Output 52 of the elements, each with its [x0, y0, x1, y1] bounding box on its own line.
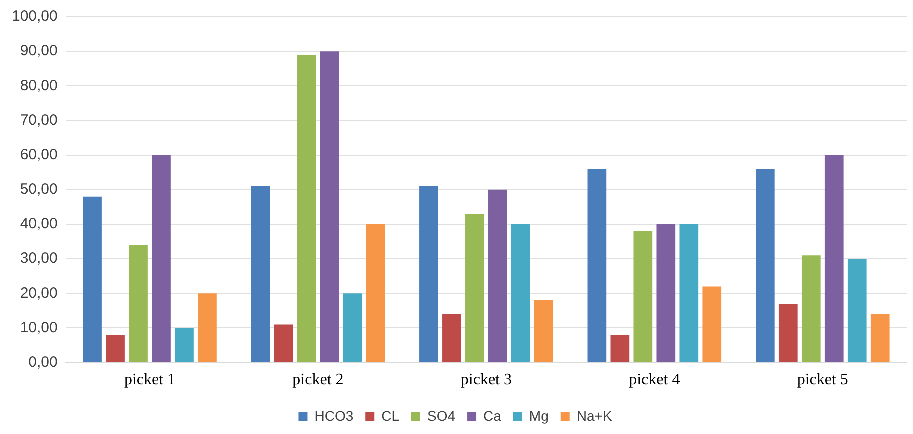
bar [106, 335, 125, 362]
bar [366, 224, 386, 362]
legend-label: Mg [529, 408, 549, 424]
legend-label: CL [382, 408, 400, 424]
bar [83, 196, 102, 362]
y-tick-label: 100,00 [12, 8, 58, 26]
bar [870, 314, 890, 362]
bar [512, 224, 530, 362]
bar [297, 55, 316, 362]
legend-label: SO4 [428, 408, 456, 424]
y-tick-label: 70,00 [20, 112, 58, 129]
bar [466, 214, 484, 362]
y-tick-label: 0,00 [28, 354, 58, 371]
bar [129, 245, 148, 362]
y-tick-label: 50,00 [20, 181, 58, 198]
y-tick-label: 40,00 [20, 216, 58, 233]
bar [320, 52, 340, 362]
bar [251, 186, 270, 362]
y-tick-label: 90,00 [20, 42, 58, 60]
bar [680, 224, 699, 362]
bar [848, 259, 867, 362]
bar [175, 328, 194, 362]
x-tick-label: picket 2 [292, 372, 344, 389]
bar [488, 190, 508, 362]
y-tick-label: 10,00 [20, 319, 58, 336]
bar [610, 335, 630, 362]
bar [274, 324, 294, 362]
bar [343, 294, 362, 362]
bar [656, 224, 676, 362]
bar [442, 314, 462, 362]
bar [756, 169, 775, 362]
bar [802, 256, 821, 362]
y-tick-label: 80,00 [20, 77, 58, 94]
bar [824, 155, 844, 362]
y-tick-label: 60,00 [20, 146, 58, 164]
bar [198, 294, 217, 362]
bar [778, 304, 798, 362]
bar [634, 231, 653, 362]
legend-label: Na+K [576, 408, 613, 424]
legend-label: Ca [484, 408, 502, 424]
x-tick-label: picket 3 [460, 372, 512, 389]
bar [534, 300, 554, 362]
legend-label: HCO3 [314, 408, 354, 424]
x-tick-label: picket 5 [797, 372, 848, 389]
bar [702, 286, 722, 362]
x-tick-label: picket 4 [629, 372, 680, 389]
bar [152, 155, 171, 362]
bar [420, 186, 438, 362]
bar [588, 169, 607, 362]
y-tick-label: 20,00 [20, 284, 58, 302]
y-tick-label: 30,00 [20, 250, 58, 268]
x-tick-label: picket 1 [124, 372, 176, 389]
